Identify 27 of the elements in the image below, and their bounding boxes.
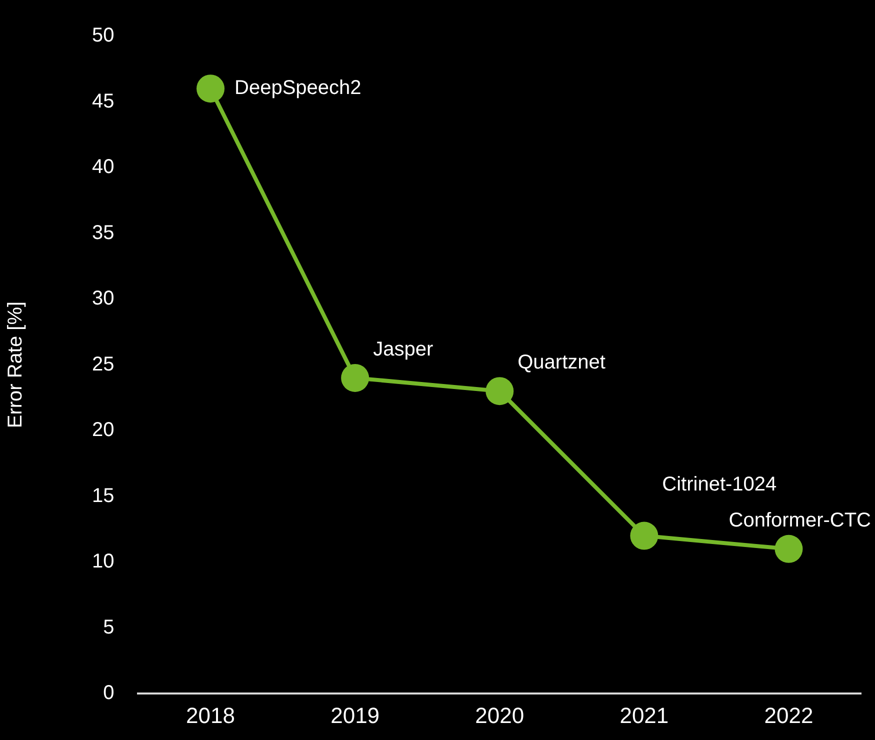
y-tick-label: 15 <box>92 484 114 507</box>
point <box>341 364 370 392</box>
y-tick-label: 35 <box>92 222 114 244</box>
x-tick-label: 2022 <box>764 702 814 728</box>
y-tick-label: 50 <box>92 24 114 47</box>
annotation: Quartznet <box>518 352 606 374</box>
annotation: Conformer-CTC <box>728 509 872 532</box>
x-tick-label: 2018 <box>186 702 235 728</box>
y-tick-label: 40 <box>92 156 114 178</box>
annotation: Citrinet-1024 <box>662 473 777 496</box>
point <box>486 377 514 406</box>
point <box>630 522 658 550</box>
y-tick-label: 5 <box>103 616 114 638</box>
y-tick-label: 30 <box>92 288 114 310</box>
y-tick-label: 10 <box>92 550 114 573</box>
x-tick-label: 2019 <box>330 702 380 728</box>
x-tick-label: 2021 <box>620 702 669 728</box>
y-tick-label: 0 <box>103 682 114 704</box>
point <box>196 74 225 103</box>
x-tick-label: 2020 <box>475 702 524 728</box>
annotation: Jasper <box>373 338 434 360</box>
y-axis-title: Error Rate [%] <box>4 301 27 428</box>
point <box>774 534 803 563</box>
annotation: DeepSpeech2 <box>234 77 362 100</box>
y-tick-label: 25 <box>92 353 114 376</box>
y-tick-label: 20 <box>92 419 114 442</box>
y-tick-label: 45 <box>92 90 114 112</box>
